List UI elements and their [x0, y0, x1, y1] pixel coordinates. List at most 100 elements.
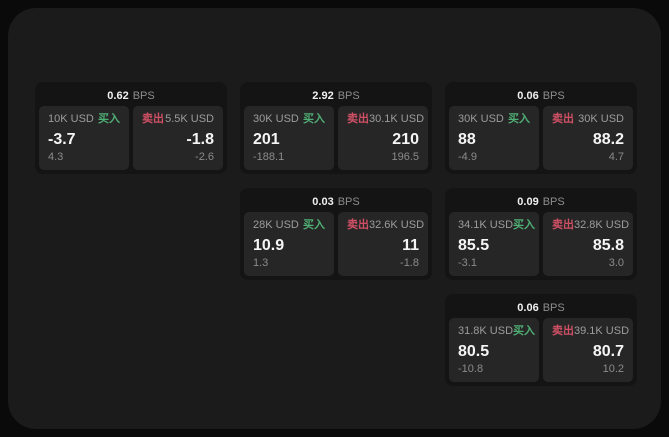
- sell-panel[interactable]: 卖出 39.1K USD 80.7 10.2: [543, 318, 633, 382]
- sell-amount: 39.1K USD: [574, 325, 630, 337]
- sell-tag: 卖出: [347, 113, 369, 125]
- quote-card[interactable]: 0.09 BPS 34.1K USD 买入 85.5 -3.1 卖出 32.8K…: [445, 188, 637, 280]
- sell-amount: 5.5K USD: [165, 113, 214, 125]
- buy-tag: 买入: [513, 325, 536, 337]
- quote-card[interactable]: 0.03 BPS 28K USD 买入 10.9 1.3 卖出 32.6K US…: [240, 188, 432, 280]
- sell-tag: 卖出: [347, 219, 369, 231]
- sell-delta: -1.8: [400, 257, 419, 269]
- buy-delta: -4.9: [458, 151, 477, 163]
- buy-amount: 31.8K USD: [458, 325, 514, 337]
- card-body: 34.1K USD 买入 85.5 -3.1 卖出 32.8K USD 85.8…: [449, 212, 633, 276]
- buy-panel[interactable]: 28K USD 买入 10.9 1.3: [244, 212, 334, 276]
- bps-value: 0.06: [517, 90, 539, 102]
- bps-unit-label: BPS: [542, 302, 565, 314]
- sell-panel[interactable]: 卖出 5.5K USD -1.8 -2.6: [133, 106, 223, 170]
- buy-tag: 买入: [98, 113, 120, 125]
- sell-delta: -2.6: [195, 151, 214, 163]
- buy-tag: 买入: [513, 219, 536, 231]
- card-header: 0.06 BPS: [449, 86, 633, 106]
- sell-price: 85.8: [592, 237, 624, 254]
- buy-price: 88: [458, 131, 476, 148]
- card-body: 30K USD 买入 201 -188.1 卖出 30.1K USD 210 1…: [244, 106, 428, 170]
- buy-amount: 10K USD: [48, 113, 94, 125]
- sell-amount: 32.6K USD: [369, 219, 425, 231]
- card-body: 31.8K USD 买入 80.5 -10.8 卖出 39.1K USD 80.…: [449, 318, 633, 382]
- buy-price: 85.5: [458, 237, 490, 254]
- sell-panel-header: 卖出 32.6K USD: [347, 219, 424, 232]
- sell-tag: 卖出: [552, 113, 574, 125]
- buy-delta: -3.1: [458, 257, 477, 269]
- bps-value: 0.09: [517, 196, 539, 208]
- card-body: 10K USD 买入 -3.7 4.3 卖出 5.5K USD -1.8 -2.…: [39, 106, 223, 170]
- quote-card[interactable]: 0.06 BPS 30K USD 买入 88 -4.9 卖出 30K USD 8…: [445, 82, 637, 174]
- buy-panel-header: 28K USD 买入: [253, 219, 325, 232]
- buy-amount: 30K USD: [253, 113, 299, 125]
- card-header: 2.92 BPS: [244, 86, 428, 106]
- card-header: 0.62 BPS: [39, 86, 223, 106]
- card-header: 0.03 BPS: [244, 192, 428, 212]
- sell-panel[interactable]: 卖出 30K USD 88.2 4.7: [543, 106, 633, 170]
- buy-amount: 34.1K USD: [458, 219, 514, 231]
- sell-price: 80.7: [592, 343, 624, 360]
- sell-delta: 196.5: [391, 151, 419, 163]
- sell-amount: 30.1K USD: [369, 113, 425, 125]
- sell-amount: 30K USD: [578, 113, 624, 125]
- quote-card[interactable]: 2.92 BPS 30K USD 买入 201 -188.1 卖出 30.1K …: [240, 82, 432, 174]
- sell-delta: 10.2: [602, 363, 624, 375]
- buy-panel-header: 30K USD 买入: [253, 113, 325, 126]
- sell-panel-header: 卖出 30K USD: [552, 113, 624, 126]
- bps-unit-label: BPS: [337, 90, 360, 102]
- sell-panel-header: 卖出 30.1K USD: [347, 113, 424, 126]
- buy-panel[interactable]: 10K USD 买入 -3.7 4.3: [39, 106, 129, 170]
- bps-value: 2.92: [312, 90, 334, 102]
- buy-price: 201: [253, 131, 280, 148]
- buy-tag: 买入: [303, 219, 325, 231]
- sell-amount: 32.8K USD: [574, 219, 630, 231]
- buy-delta: 4.3: [48, 151, 64, 163]
- sell-tag: 卖出: [142, 113, 164, 125]
- quote-card[interactable]: 0.06 BPS 31.8K USD 买入 80.5 -10.8 卖出 39.1…: [445, 294, 637, 386]
- buy-panel-header: 34.1K USD 买入: [458, 219, 535, 232]
- bps-unit-label: BPS: [337, 196, 360, 208]
- buy-panel[interactable]: 34.1K USD 买入 85.5 -3.1: [449, 212, 539, 276]
- card-header: 0.06 BPS: [449, 298, 633, 318]
- buy-tag: 买入: [508, 113, 530, 125]
- bps-value: 0.06: [517, 302, 539, 314]
- card-header: 0.09 BPS: [449, 192, 633, 212]
- sell-delta: 3.0: [608, 257, 624, 269]
- sell-panel[interactable]: 卖出 32.6K USD 11 -1.8: [338, 212, 428, 276]
- buy-panel[interactable]: 31.8K USD 买入 80.5 -10.8: [449, 318, 539, 382]
- buy-price: -3.7: [48, 131, 76, 148]
- buy-price: 10.9: [253, 237, 285, 254]
- sell-price: 210: [392, 131, 419, 148]
- sell-price: 11: [402, 237, 419, 254]
- buy-panel-header: 10K USD 买入: [48, 113, 120, 126]
- buy-price: 80.5: [458, 343, 490, 360]
- card-body: 28K USD 买入 10.9 1.3 卖出 32.6K USD 11 -1.8: [244, 212, 428, 276]
- buy-panel[interactable]: 30K USD 买入 88 -4.9: [449, 106, 539, 170]
- bps-unit-label: BPS: [542, 196, 565, 208]
- bps-unit-label: BPS: [132, 90, 155, 102]
- sell-panel-header: 卖出 39.1K USD: [552, 325, 629, 338]
- buy-delta: -10.8: [458, 363, 484, 375]
- buy-delta: -188.1: [253, 151, 285, 163]
- quotes-grid: 0.62 BPS 10K USD 买入 -3.7 4.3 卖出 5.5K USD…: [35, 82, 637, 386]
- sell-tag: 卖出: [552, 219, 574, 231]
- buy-panel-header: 30K USD 买入: [458, 113, 530, 126]
- bps-value: 0.62: [107, 90, 129, 102]
- sell-panel[interactable]: 卖出 32.8K USD 85.8 3.0: [543, 212, 633, 276]
- buy-panel[interactable]: 30K USD 买入 201 -188.1: [244, 106, 334, 170]
- buy-panel-header: 31.8K USD 买入: [458, 325, 535, 338]
- sell-price: 88.2: [592, 131, 624, 148]
- buy-tag: 买入: [303, 113, 325, 125]
- buy-delta: 1.3: [253, 257, 269, 269]
- buy-amount: 28K USD: [253, 219, 299, 231]
- buy-amount: 30K USD: [458, 113, 504, 125]
- sell-panel-header: 卖出 5.5K USD: [142, 113, 214, 126]
- sell-delta: 4.7: [608, 151, 624, 163]
- bps-value: 0.03: [312, 196, 334, 208]
- card-body: 30K USD 买入 88 -4.9 卖出 30K USD 88.2 4.7: [449, 106, 633, 170]
- sell-tag: 卖出: [552, 325, 574, 337]
- sell-panel[interactable]: 卖出 30.1K USD 210 196.5: [338, 106, 428, 170]
- quote-card[interactable]: 0.62 BPS 10K USD 买入 -3.7 4.3 卖出 5.5K USD…: [35, 82, 227, 174]
